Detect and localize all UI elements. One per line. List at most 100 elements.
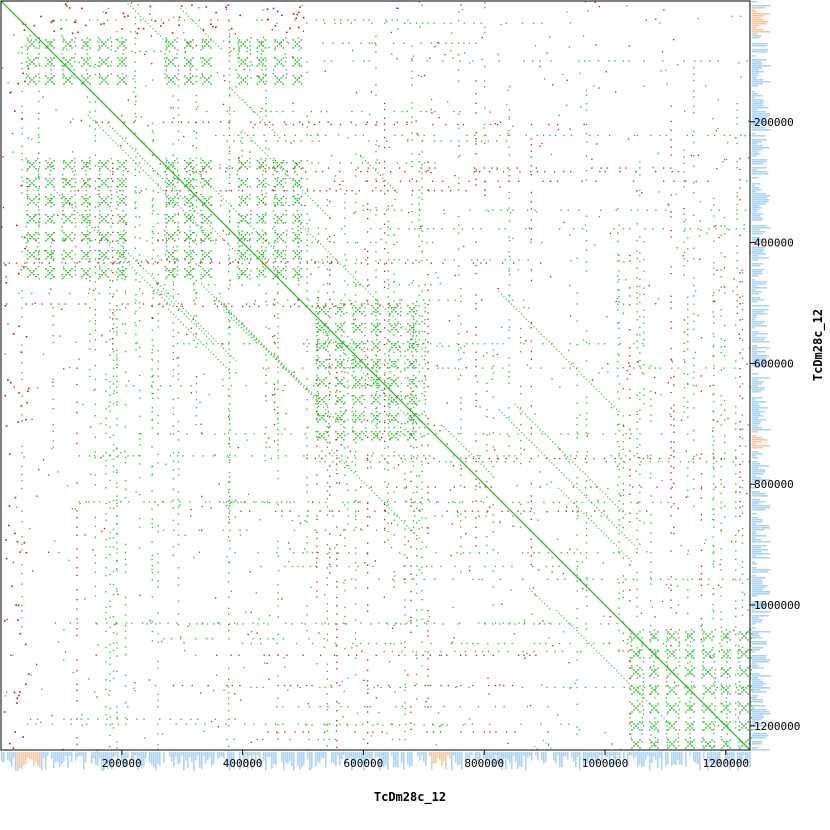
alignment-dot bbox=[636, 664, 638, 667]
alignment-dot bbox=[618, 551, 620, 553]
alignment-dot bbox=[423, 343, 425, 345]
alignment-dot bbox=[636, 319, 638, 321]
alignment-dot bbox=[371, 421, 373, 423]
x-histogram-bar bbox=[731, 752, 733, 761]
alignment-dot bbox=[210, 268, 212, 270]
alignment-dot bbox=[666, 681, 668, 683]
alignment-dot bbox=[703, 649, 705, 651]
alignment-dot bbox=[229, 312, 231, 314]
alignment-dot bbox=[256, 204, 259, 206]
y-histogram-bar bbox=[752, 499, 761, 501]
alignment-dot bbox=[280, 270, 283, 272]
alignment-dot bbox=[119, 256, 121, 258]
alignment-dot bbox=[47, 270, 49, 272]
alignment-dot bbox=[86, 214, 88, 216]
alignment-dot bbox=[273, 423, 276, 426]
alignment-dot bbox=[190, 202, 192, 204]
alignment-dot bbox=[714, 677, 717, 679]
alignment-dot bbox=[323, 307, 325, 309]
alignment-dot bbox=[689, 733, 691, 735]
alignment-dot bbox=[655, 673, 657, 675]
alignment-dot bbox=[273, 304, 276, 306]
alignment-dot bbox=[249, 186, 251, 188]
alignment-dot bbox=[262, 73, 264, 75]
alignment-dot bbox=[53, 186, 55, 188]
x-histogram-bar bbox=[369, 752, 371, 759]
alignment-dot bbox=[274, 186, 277, 188]
alignment-dot bbox=[629, 388, 631, 391]
alignment-dot bbox=[736, 142, 738, 144]
alignment-dot bbox=[52, 430, 54, 432]
alignment-dot bbox=[164, 214, 166, 216]
alignment-dot bbox=[635, 653, 637, 655]
alignment-dot bbox=[387, 462, 389, 465]
y-histogram-bar bbox=[752, 441, 762, 443]
alignment-dot bbox=[727, 655, 729, 657]
alignment-dot bbox=[649, 729, 651, 731]
alignment-dot bbox=[110, 202, 112, 204]
alignment-dot bbox=[721, 685, 723, 687]
alignment-dot bbox=[65, 234, 67, 236]
alignment-dot bbox=[256, 160, 259, 162]
alignment-dot bbox=[29, 270, 31, 272]
alignment-dot bbox=[116, 354, 118, 356]
alignment-dot bbox=[262, 186, 264, 188]
alignment-dot bbox=[21, 573, 23, 575]
alignment-dot bbox=[273, 335, 276, 337]
alignment-dot bbox=[264, 268, 267, 270]
alignment-dot bbox=[190, 77, 192, 79]
alignment-dot bbox=[300, 204, 303, 206]
alignment-dot bbox=[204, 252, 206, 254]
alignment-dot bbox=[109, 309, 111, 311]
alignment-dot bbox=[618, 270, 620, 272]
alignment-dot bbox=[700, 337, 702, 339]
alignment-dot bbox=[121, 272, 123, 274]
alignment-dot bbox=[124, 624, 127, 627]
alignment-dot bbox=[750, 701, 752, 703]
alignment-dot bbox=[122, 190, 124, 192]
x-histogram-bar bbox=[451, 752, 453, 771]
alignment-dot bbox=[725, 635, 727, 637]
alignment-dot bbox=[335, 403, 337, 405]
alignment-dot bbox=[317, 321, 320, 323]
alignment-dot bbox=[306, 250, 308, 252]
y-histogram-bar bbox=[752, 687, 770, 689]
alignment-dot bbox=[723, 745, 725, 747]
alignment-dot bbox=[109, 338, 111, 340]
alignment-dot bbox=[236, 266, 239, 268]
alignment-dot bbox=[353, 341, 355, 343]
alignment-dot bbox=[261, 49, 263, 51]
alignment-dot bbox=[340, 303, 342, 305]
alignment-dot bbox=[411, 327, 413, 329]
alignment-dot bbox=[297, 226, 299, 228]
alignment-dot bbox=[649, 721, 651, 723]
alignment-dot bbox=[242, 254, 245, 256]
x-histogram-bar bbox=[317, 752, 319, 762]
alignment-dot bbox=[273, 186, 275, 188]
alignment-dot bbox=[520, 385, 522, 388]
alignment-dot bbox=[687, 727, 689, 729]
alignment-dot bbox=[165, 246, 168, 248]
alignment-dot bbox=[105, 557, 107, 559]
alignment-dot bbox=[737, 653, 739, 655]
alignment-dot bbox=[653, 635, 655, 637]
alignment-dot bbox=[26, 182, 28, 184]
alignment-dot bbox=[50, 242, 53, 244]
alignment-dot bbox=[316, 343, 318, 345]
alignment-dot bbox=[172, 41, 174, 43]
alignment-dot bbox=[258, 166, 261, 168]
alignment-dot bbox=[109, 454, 111, 456]
alignment-dot bbox=[306, 239, 308, 241]
alignment-dot bbox=[726, 745, 728, 747]
alignment-dot bbox=[458, 368, 460, 370]
x-histogram-bar bbox=[599, 752, 601, 756]
alignment-dot bbox=[105, 59, 107, 61]
alignment-dot bbox=[736, 300, 738, 302]
alignment-dot bbox=[280, 274, 283, 276]
x-histogram-bar bbox=[585, 752, 587, 762]
alignment-dot bbox=[629, 687, 631, 689]
alignment-dot bbox=[363, 311, 365, 313]
alignment-dot bbox=[190, 198, 192, 200]
alignment-dot bbox=[673, 655, 675, 657]
alignment-dot bbox=[119, 81, 121, 83]
